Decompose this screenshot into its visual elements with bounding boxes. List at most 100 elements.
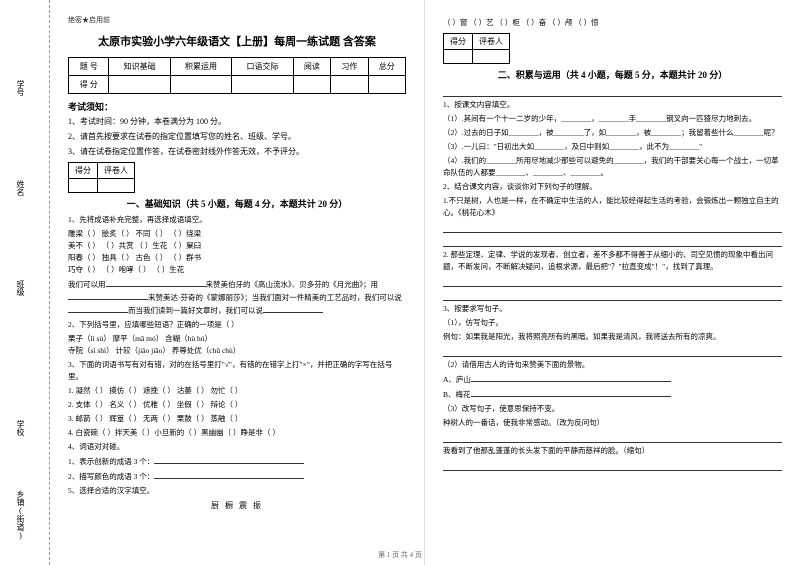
score-cell (170, 76, 231, 94)
q4-line2: 2、描写颜色的成语 3 个： (68, 470, 406, 483)
s2-q3: 3、按要求写句子。 (443, 303, 782, 315)
q2-options: 栗子（lì sù） 摩平（mā mó） 含糊（hù hú） 寺院（sì shì）… (68, 333, 406, 357)
score-cell (293, 76, 330, 94)
q1-text2: 来赞美伯牙的《高山流水》、贝多芬的《月光曲》；用 (206, 280, 379, 289)
page2-fill: （ ）窗 （ ）艺 （ ）柜 （ ）奋 （ ）颅 （ ）惊 (443, 17, 782, 29)
q3: 3、下面的词语书写有对有错，对的在括号里打"√"，有错的在错字上打"×"，并把正… (68, 359, 406, 383)
label-school: 学校 (15, 420, 26, 436)
table-row: 得分 评卷人 (444, 34, 510, 50)
s2-q2-2: 2. 那些定理、定律、学说的发现者、创立者，差不多都不得善于从细小的、司空见惯的… (443, 249, 782, 273)
s2-q3-3b: 我看到了他那乱蓬蓬的长头发下面的平静而慈祥的脸。（缩句） (443, 445, 782, 457)
score-cell (368, 76, 405, 94)
q5-chars: 厨 橱 震 振 (68, 500, 406, 511)
s2-q3-3a: 种树人的一番话，使我非常感动。（改为反问句） (443, 417, 782, 429)
q3-line1: 1. 凝然（ ） 摸仿（ ） 遮挽（ ） 沽萎（ ） 勿忙（ ） (68, 385, 406, 397)
grader-label: 评卷人 (98, 163, 135, 179)
header-cell: 口语交际 (232, 58, 293, 76)
s2-q3-2: （2）请借用古人的诗句来赞美下面的景物。 (443, 359, 782, 371)
s2-q3-ex: 例句：如果我是阳光，我将照亮所有的黑暗。如果我是清风，我将送去所有的凉爽。 (443, 331, 782, 343)
blank (154, 455, 304, 464)
q1-text4: 而当我们读到一篇好文章时，我们可以说 (128, 306, 263, 315)
q1-text1: 我们可以用 (68, 280, 106, 289)
s2-q1-3: （3）.一儿曰："日初出大如________，及日中则如________，此不为… (443, 141, 782, 153)
score-cell (444, 50, 473, 64)
label-b: B、梅花 (443, 390, 471, 399)
blank (154, 470, 304, 479)
s2-q2-1: 1.不只是树，人也是一样，在不确定中生活的人，能比较经得起生活的考验，会锻炼出一… (443, 195, 782, 219)
header-cell: 知识基础 (109, 58, 170, 76)
exam-title: 太原市实验小学六年级语文【上册】每周一练试题 含答案 (68, 33, 406, 49)
label-street: 乡镇(街道) (15, 490, 26, 540)
answer-line (443, 459, 782, 471)
score-cell (331, 76, 368, 94)
score-label: 得分 (69, 163, 98, 179)
grader-cell (473, 50, 510, 64)
notice-item: 2、请首先按要求在试卷的指定位置填写您的姓名、班级、学号。 (68, 131, 406, 143)
header-cell: 总分 (368, 58, 405, 76)
s2-q2: 2、结合课文内容，谈谈你对下列句子的理解。 (443, 181, 782, 193)
blank (68, 291, 148, 300)
q3-line3: 3. 邮箭（ ） 辉篁（ ） 无两（ ） 栗鼓（ ） 蒸融（ ） (68, 413, 406, 425)
blank (471, 373, 671, 382)
blank (68, 304, 128, 313)
q2: 2、下列括号里，应填哪些短语？正确的一项是（ ） (68, 319, 406, 331)
q4-line1: 1、表示创新的成语 3 个： (68, 455, 406, 468)
grader-cell (98, 179, 135, 193)
confidential-mark: 绝密★启用前 (68, 15, 406, 25)
blank (471, 388, 671, 397)
page-footer: 第 1 页 共 4 页 (0, 550, 800, 560)
answer-line (443, 275, 782, 287)
s2-q1-4: （4）.我们的________所用尽地减少那些可以避免的________，我们的… (443, 155, 782, 179)
s2-q1-1: （1）.其间有一个十一二岁的少年，________，________手_____… (443, 113, 782, 125)
score-cell (109, 76, 170, 94)
label-a: A、庐山 (443, 375, 471, 384)
s2-q3-2a: A、庐山 (443, 373, 782, 386)
score-label: 得 分 (69, 76, 109, 94)
header-cell: 习作 (331, 58, 368, 76)
q3-line2: 2. 支体（ ） 名义（ ） 优稚（ ） 坐假（ ） 辩论（ ） (68, 399, 406, 411)
table-row: 得分 评卷人 (69, 163, 135, 179)
grader-label: 评卷人 (473, 34, 510, 50)
header-cell: 积累运用 (170, 58, 231, 76)
score-cell (232, 76, 293, 94)
q5: 5、选择合适的汉字填空。 (68, 485, 406, 497)
answer-line (443, 289, 782, 301)
blank (106, 278, 206, 287)
score-label: 得分 (444, 34, 473, 50)
label-number: 学号 (15, 80, 26, 96)
q4-label2: 2、描写颜色的成语 3 个： (68, 472, 154, 481)
q1-words: 雕梁（ ） 脍炙（ ） 不同（ ） （ ）绕梁 美不（ ） （ ）共赏 （ ）生… (68, 228, 406, 276)
q1: 1、先将成语补充完整，再选择成语填空。 (68, 214, 406, 226)
main-score-table: 题 号 知识基础 积累运用 口语交际 阅读 习作 总分 得 分 (68, 57, 406, 94)
q4: 4、词语对对碰。 (68, 441, 406, 453)
table-row (69, 179, 135, 193)
s2-q1-2: （2）.过去的日子如________，被________了，如________，… (443, 127, 782, 139)
answer-line (443, 431, 782, 443)
table-row: 得 分 (69, 76, 406, 94)
header-cell: 题 号 (69, 58, 109, 76)
small-score-table: 得分 评卷人 (443, 33, 510, 64)
s2-q1: 1、按课文内容填空。 (443, 99, 782, 111)
header-cell: 阅读 (293, 58, 330, 76)
answer-line (443, 235, 782, 247)
label-class: 班级 (15, 280, 26, 296)
small-score-table: 得分 评卷人 (68, 162, 135, 193)
q1-text3: 来赞美达·芬奇的《蒙娜丽莎》；当我们面对一件精美的工艺品时，我们可以说 (148, 293, 402, 302)
s2-q3-3: （3）改写句子，使意思保持不变。 (443, 403, 782, 415)
divider-line (443, 85, 782, 97)
binding-margin: 乡镇(街道) 学校 班级 姓名 学号 (0, 0, 50, 565)
answer-line (443, 345, 782, 357)
page-left: 绝密★启用前 太原市实验小学六年级语文【上册】每周一练试题 含答案 题 号 知识… (50, 0, 425, 565)
answer-line (443, 221, 782, 233)
q3-line4: 4. 白瓷碗（ ）拌天美（ ）小旦新的（ ）黑幽幽（ ）睁是非（ ） (68, 427, 406, 439)
notice-item: 1、考试时间：90 分钟，本卷满分为 100 分。 (68, 116, 406, 128)
section1-title: 一、基础知识（共 5 小题，每题 4 分，本题共计 20 分） (68, 197, 406, 210)
notice-item: 3、请在试卷指定位置作答，在试卷密封线外作答无效，不予评分。 (68, 146, 406, 158)
s2-q3-2b: B、梅花 (443, 388, 782, 401)
table-row (444, 50, 510, 64)
table-row: 题 号 知识基础 积累运用 口语交际 阅读 习作 总分 (69, 58, 406, 76)
pages-container: 绝密★启用前 太原市实验小学六年级语文【上册】每周一练试题 含答案 题 号 知识… (50, 0, 800, 565)
score-cell (69, 179, 98, 193)
s2-q3-1: （1），仿写句子。 (443, 317, 782, 329)
q1-text: 我们可以用 来赞美伯牙的《高山流水》、贝多芬的《月光曲》；用来赞美达·芬奇的《蒙娜… (68, 278, 406, 317)
